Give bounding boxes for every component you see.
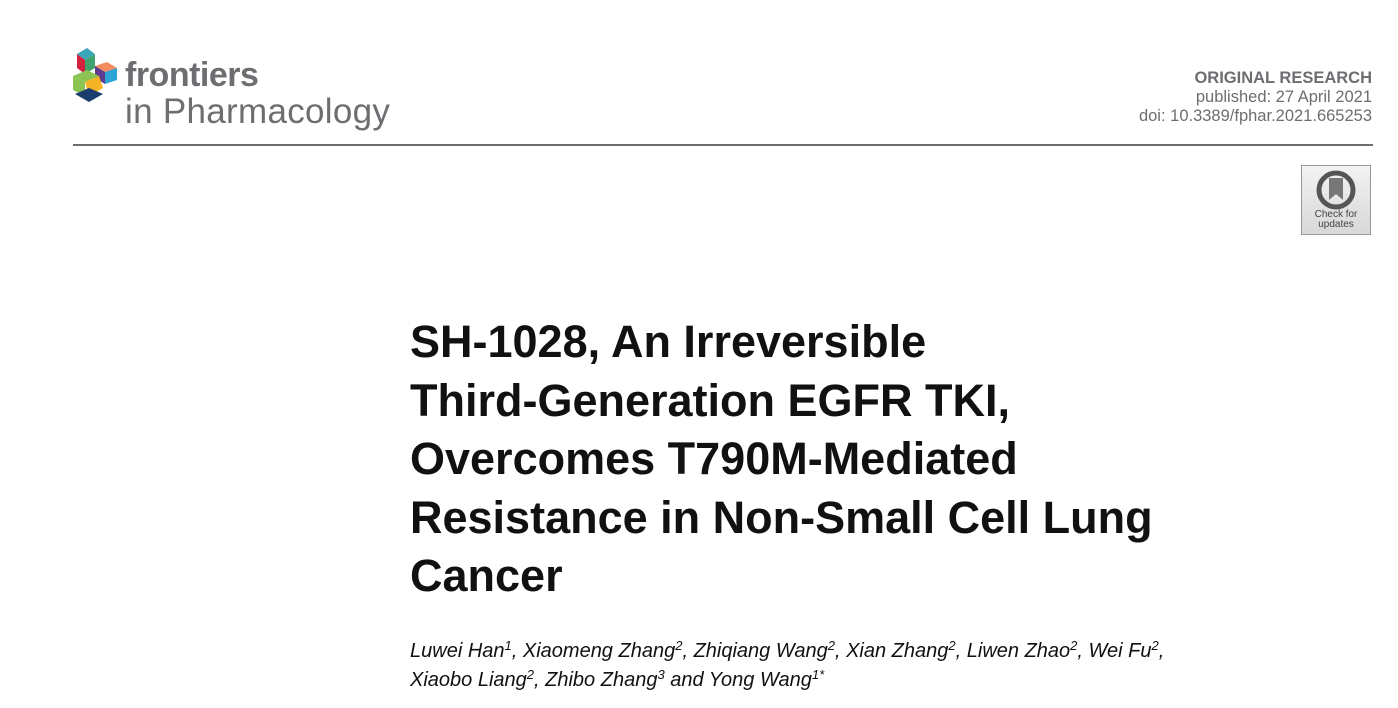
- title-line: Resistance in Non-Small Cell Lung: [410, 491, 1153, 543]
- journal-brand: frontiers: [125, 56, 259, 94]
- published-date: published: 27 April 2021: [1195, 88, 1372, 106]
- journal-name: in Pharmacology: [125, 92, 391, 131]
- author[interactable]: Liwen Zhao2: [966, 638, 1078, 662]
- title-line: Third-Generation EGFR TKI,: [410, 374, 1011, 426]
- article-meta: ORIGINAL RESEARCH published: 27 April 20…: [1139, 69, 1372, 126]
- author[interactable]: Xiaobo Liang2: [410, 667, 535, 691]
- check-updates-label: Check for: [1314, 209, 1358, 220]
- author[interactable]: Xian Zhang2: [846, 638, 956, 662]
- journal-logo: frontiers in Pharmacology: [73, 44, 403, 134]
- author-line-2: Xiaobo Liang2, Zhibo Zhang3 and Yong Wan…: [410, 667, 825, 691]
- author-list: Luwei Han1, Xiaomeng Zhang2, Zhiqiang Wa…: [410, 637, 1370, 695]
- bookmark-circle-icon: [1316, 170, 1356, 210]
- title-line: Cancer: [410, 550, 563, 601]
- author[interactable]: Yong Wang1*: [708, 667, 825, 691]
- frontiers-logo-icon: [73, 48, 117, 102]
- check-for-updates-button[interactable]: Check for updates: [1301, 165, 1371, 235]
- header-divider: [73, 144, 1373, 146]
- doi[interactable]: doi: 10.3389/fphar.2021.665253: [1138, 107, 1372, 125]
- author[interactable]: Luwei Han1: [410, 638, 512, 662]
- article-title: SH-1028, An Irreversible Third-Generatio…: [410, 313, 1370, 606]
- title-line: Overcomes T790M-Mediated: [410, 433, 1018, 484]
- check-updates-label-2: updates: [1318, 219, 1354, 230]
- author[interactable]: Zhibo Zhang3: [545, 667, 665, 691]
- title-line: SH-1028, An Irreversible: [410, 316, 927, 367]
- author-line-1: Luwei Han1, Xiaomeng Zhang2, Zhiqiang Wa…: [410, 638, 1165, 662]
- author[interactable]: Zhiqiang Wang2: [693, 638, 835, 662]
- author[interactable]: Wei Fu2: [1088, 638, 1159, 662]
- article-type: ORIGINAL RESEARCH: [1194, 69, 1372, 87]
- author[interactable]: Xiaomeng Zhang2: [522, 638, 683, 662]
